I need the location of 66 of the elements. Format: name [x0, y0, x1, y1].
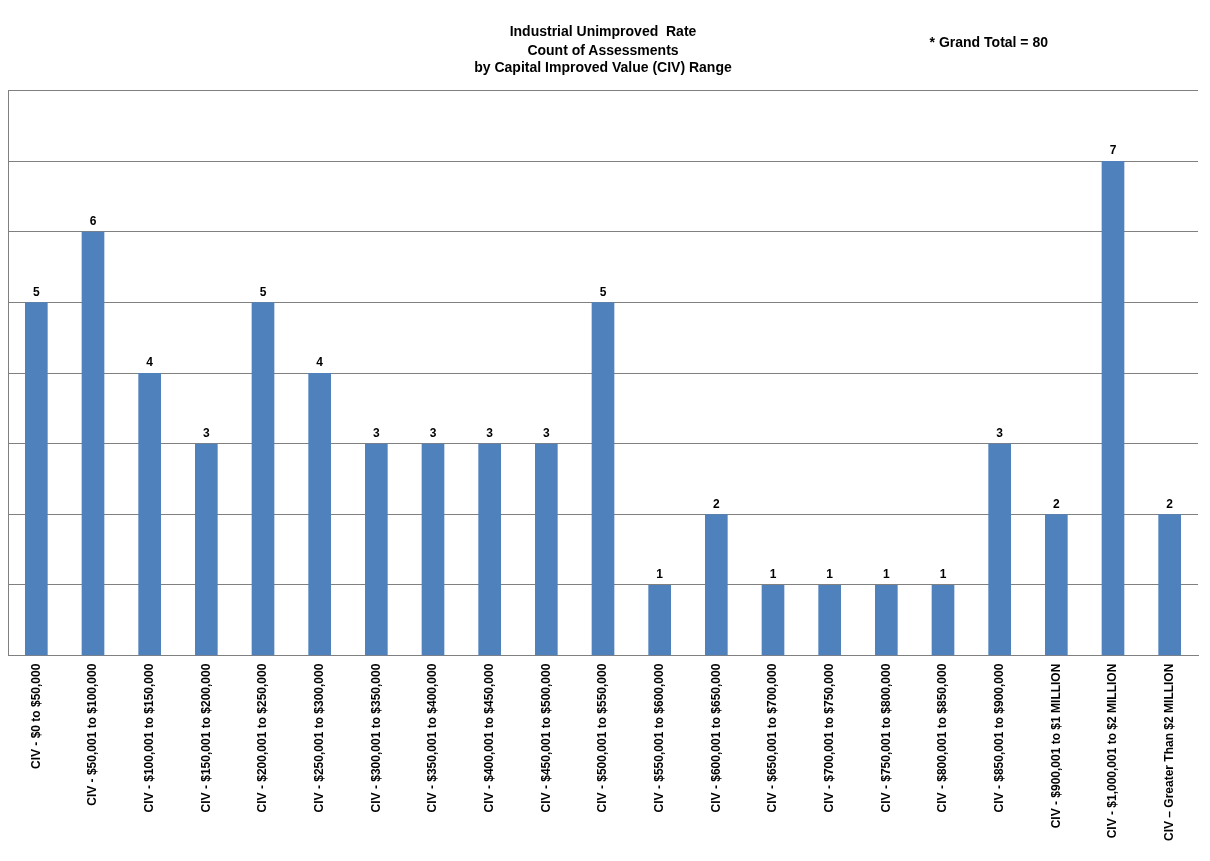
data-label: 3 [202, 425, 210, 440]
x-tick-label: CIV - $700,001 to $750,000 [821, 663, 836, 813]
data-label: 3 [542, 425, 550, 440]
x-tick-label: CIV – Greater Than $2 MILLION [1161, 663, 1176, 841]
data-label: 5 [599, 284, 607, 299]
x-tick-label: CIV - $100,001 to $150,000 [141, 663, 156, 813]
data-label: 1 [656, 567, 664, 582]
x-tick-label: CIV - $400,001 to $450,000 [481, 663, 496, 813]
x-tick-label: CIV - $300,001 to $350,000 [368, 663, 383, 813]
bar [818, 584, 841, 656]
bar [81, 231, 105, 656]
data-label: 4 [146, 355, 154, 370]
bar [365, 443, 388, 656]
x-tick-label: CIV - $900,001 to $1 MILLION [1048, 663, 1063, 829]
bar [195, 443, 218, 656]
data-label: 6 [89, 214, 97, 229]
data-label: 3 [429, 425, 437, 440]
data-label: 5 [259, 284, 267, 299]
bar [648, 584, 671, 656]
bar [761, 584, 785, 656]
bar [705, 514, 728, 656]
bar [421, 443, 445, 656]
data-label: 1 [939, 567, 947, 582]
x-tick-label: CIV - $550,001 to $600,000 [651, 663, 666, 813]
bar [1101, 161, 1125, 656]
data-label: 2 [1166, 496, 1174, 511]
x-tick-label: CIV - $200,001 to $250,000 [255, 663, 270, 813]
x-tick-label: CIV - $250,001 to $300,000 [311, 663, 326, 813]
x-tick-label: CIV - $850,001 to $900,000 [991, 663, 1006, 813]
data-label: 2 [1052, 496, 1060, 511]
bar [875, 584, 898, 656]
x-tick-label: CIV - $450,001 to $500,000 [538, 663, 553, 813]
bar [591, 302, 615, 656]
text: * Grand Total = 80 [929, 33, 1049, 50]
data-label: 7 [1109, 143, 1117, 158]
bar [478, 443, 501, 656]
data-label: 3 [996, 425, 1004, 440]
bar [1158, 514, 1181, 656]
x-tick-label: CIV - $650,001 to $700,000 [765, 663, 780, 813]
data-label: 5 [32, 284, 40, 299]
bar [535, 443, 558, 656]
data-label: 1 [882, 567, 890, 582]
bar [138, 373, 161, 656]
bar [251, 302, 275, 656]
bar [1045, 514, 1068, 656]
bar [25, 302, 48, 656]
x-tick-label: CIV - $350,001 to $400,000 [425, 663, 440, 813]
data-label: 4 [316, 355, 324, 370]
x-tick-label: CIV - $600,001 to $650,000 [708, 663, 723, 813]
data-label: 2 [712, 496, 720, 511]
bar [988, 443, 1011, 656]
x-tick-label: CIV - $50,001 to $100,000 [85, 663, 100, 806]
chart-title: Industrial Unimproved Rate [509, 23, 697, 40]
x-tick-label: CIV - $150,001 to $200,000 [198, 663, 213, 813]
x-tick-label: CIV - $0 to $50,000 [28, 663, 43, 770]
bar [308, 373, 331, 656]
chart-subtitle: Count of Assessments by Capital Improved Value (CIV) Range [474, 42, 732, 75]
data-label: 1 [769, 567, 777, 582]
x-tick-label: CIV - $750,001 to $800,000 [878, 663, 893, 813]
x-tick-label: CIV - $500,001 to $550,000 [595, 663, 610, 813]
bar [931, 584, 955, 656]
data-label: 1 [826, 567, 834, 582]
x-tick-label: CIV - $1,000,001 to $2 MILLION [1105, 663, 1120, 839]
data-label: 3 [372, 425, 380, 440]
data-label: 3 [486, 425, 494, 440]
x-tick-label: CIV - $800,001 to $850,000 [935, 663, 950, 813]
